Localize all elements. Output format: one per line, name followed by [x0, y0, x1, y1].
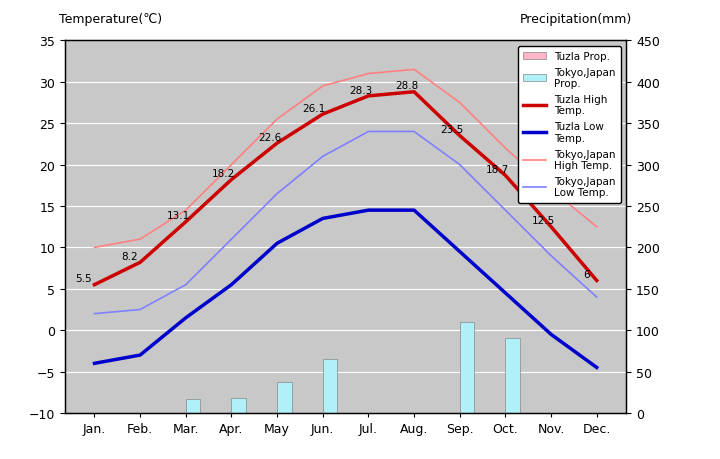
Legend: Tuzla Prop., Tokyo,Japan
Prop., Tuzla High
Temp., Tuzla Low
Temp., Tokyo,Japan
H: Tuzla Prop., Tokyo,Japan Prop., Tuzla Hi… [518, 46, 621, 203]
Bar [491, 413, 505, 442]
Text: 5.5: 5.5 [76, 274, 92, 284]
Text: 18.2: 18.2 [212, 169, 235, 179]
Bar [400, 413, 414, 446]
Bar [94, 413, 109, 453]
Text: 6: 6 [583, 269, 590, 280]
Bar [80, 413, 94, 450]
Text: Precipitation(mm): Precipitation(mm) [520, 13, 632, 27]
Text: 12.5: 12.5 [532, 216, 555, 226]
Bar [217, 413, 231, 446]
Bar [536, 413, 551, 438]
Text: 28.3: 28.3 [349, 85, 372, 95]
Bar [140, 413, 155, 450]
Text: 26.1: 26.1 [302, 104, 325, 113]
Bar [171, 413, 186, 446]
Text: 18.7: 18.7 [486, 165, 510, 175]
Text: 13.1: 13.1 [166, 211, 190, 221]
Bar [354, 413, 369, 446]
Bar [460, 322, 474, 413]
Bar [597, 413, 611, 459]
Bar [369, 413, 383, 421]
Bar [308, 413, 323, 442]
Text: Temperature(℃): Temperature(℃) [59, 13, 162, 27]
Bar [263, 413, 277, 438]
Text: 23.5: 23.5 [441, 125, 464, 135]
Bar [445, 413, 460, 446]
Bar [414, 413, 428, 421]
Bar [551, 413, 566, 419]
Bar [505, 339, 520, 413]
Text: 22.6: 22.6 [258, 133, 282, 142]
Bar [125, 413, 140, 450]
Bar [582, 413, 597, 442]
Text: 28.8: 28.8 [395, 81, 418, 91]
Bar [186, 399, 200, 413]
Bar [277, 382, 292, 413]
Bar [323, 359, 338, 413]
Bar [231, 398, 246, 413]
Text: 8.2: 8.2 [121, 252, 138, 262]
